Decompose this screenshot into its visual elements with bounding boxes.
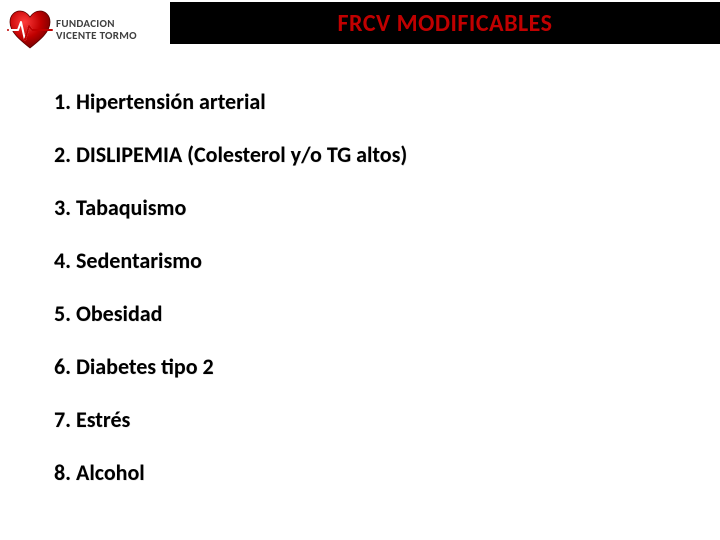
risk-factors-list: 1. Hipertensión arterial 2. DISLIPEMIA (… — [0, 62, 720, 486]
list-item: 6. Diabetes tipo 2 — [54, 353, 720, 380]
logo: FUNDACION VICENTE TORMO — [0, 0, 170, 60]
list-item: 8. Alcohol — [54, 459, 720, 486]
list-item: 7. Estrés — [54, 406, 720, 433]
list-item: 2. DISLIPEMIA (Colesterol y/o TG altos) — [54, 141, 720, 168]
logo-line-2: VICENTE TORMO — [56, 30, 137, 42]
list-item: 4. Sedentarismo — [54, 247, 720, 274]
page-title: FRCV MODIFICABLES — [338, 9, 553, 38]
title-bar: FRCV MODIFICABLES — [170, 2, 720, 44]
list-item: 5. Obesidad — [54, 300, 720, 327]
header-row: FUNDACION VICENTE TORMO FRCV MODIFICABLE… — [0, 0, 720, 62]
heart-icon — [6, 6, 54, 54]
logo-text: FUNDACION VICENTE TORMO — [56, 18, 137, 41]
list-item: 1. Hipertensión arterial — [54, 88, 720, 115]
list-item: 3. Tabaquismo — [54, 194, 720, 221]
